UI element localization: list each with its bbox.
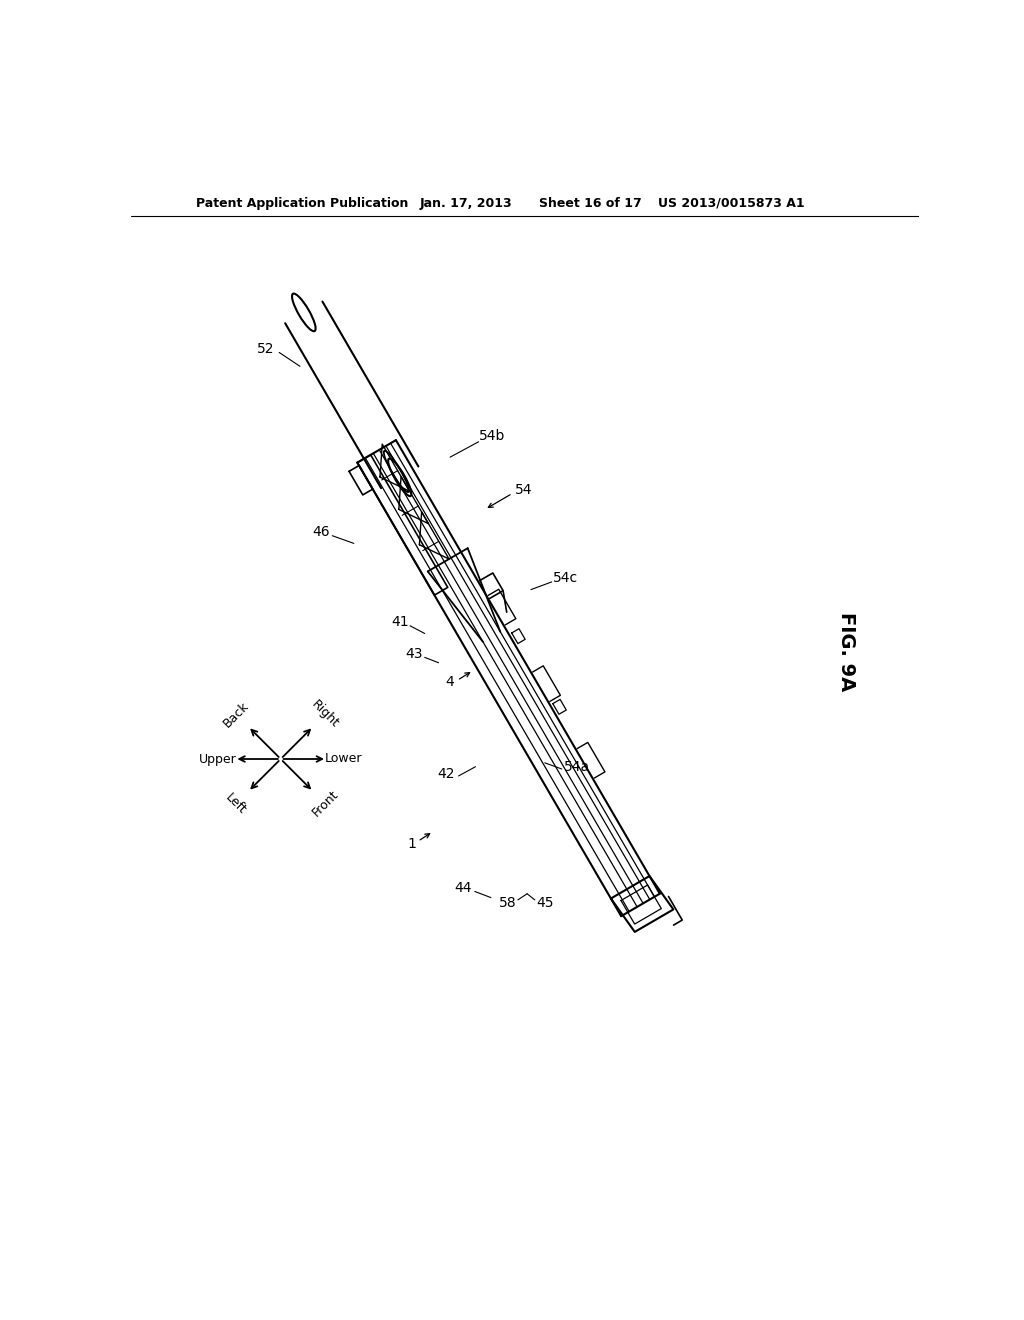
Text: Left: Left [223, 791, 249, 817]
Text: 46: 46 [312, 525, 331, 539]
Text: 58: 58 [499, 896, 517, 909]
Text: Right: Right [309, 698, 342, 731]
Text: 54c: 54c [553, 572, 579, 585]
Text: Patent Application Publication: Patent Application Publication [196, 197, 409, 210]
Text: 54b: 54b [479, 429, 506, 442]
Text: 44: 44 [455, 882, 472, 895]
Text: Back: Back [220, 698, 252, 730]
Text: FIG. 9A: FIG. 9A [838, 611, 856, 690]
Text: Sheet 16 of 17: Sheet 16 of 17 [539, 197, 641, 210]
Text: 41: 41 [391, 615, 409, 628]
Text: Jan. 17, 2013: Jan. 17, 2013 [419, 197, 512, 210]
Text: 54a: 54a [564, 760, 590, 774]
Text: 43: 43 [406, 647, 423, 660]
Text: 45: 45 [537, 896, 554, 909]
Text: 52: 52 [257, 342, 274, 356]
Text: 54: 54 [514, 483, 532, 496]
Text: Front: Front [309, 788, 341, 820]
Text: Lower: Lower [325, 752, 362, 766]
Text: US 2013/0015873 A1: US 2013/0015873 A1 [658, 197, 805, 210]
Text: 1: 1 [408, 837, 416, 850]
Text: 42: 42 [437, 767, 455, 781]
Text: 4: 4 [445, 675, 455, 689]
Text: Upper: Upper [199, 752, 237, 766]
